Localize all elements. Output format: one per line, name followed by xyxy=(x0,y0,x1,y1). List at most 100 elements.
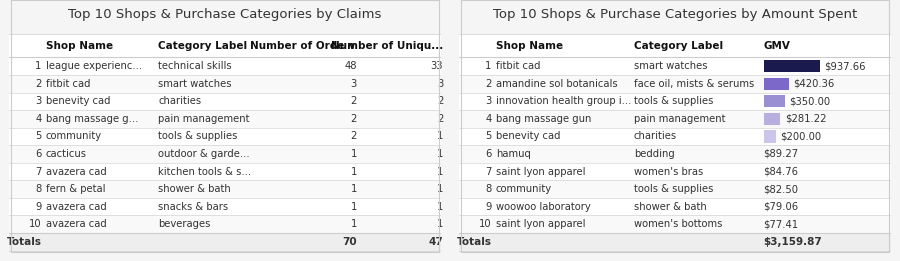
Text: bang massage gun: bang massage gun xyxy=(496,114,591,124)
Text: 6: 6 xyxy=(485,149,491,159)
Text: 9: 9 xyxy=(485,202,491,212)
Text: Top 10 Shops & Purchase Categories by Claims: Top 10 Shops & Purchase Categories by Cl… xyxy=(68,8,382,21)
Text: shower & bath: shower & bath xyxy=(634,202,706,212)
Text: bang massage g...: bang massage g... xyxy=(46,114,138,124)
Text: 8: 8 xyxy=(35,184,41,194)
Text: women's bottoms: women's bottoms xyxy=(634,219,723,229)
FancyBboxPatch shape xyxy=(459,110,891,128)
FancyBboxPatch shape xyxy=(9,163,441,180)
Text: 7: 7 xyxy=(485,167,491,176)
FancyBboxPatch shape xyxy=(9,215,441,233)
Text: $84.76: $84.76 xyxy=(763,167,798,176)
Text: 47: 47 xyxy=(428,237,443,247)
Text: 7: 7 xyxy=(35,167,41,176)
Text: bedding: bedding xyxy=(634,149,675,159)
Text: saint lyon apparel: saint lyon apparel xyxy=(496,219,585,229)
FancyBboxPatch shape xyxy=(9,93,441,110)
FancyBboxPatch shape xyxy=(9,128,441,145)
Text: Number of Orde ∨: Number of Orde ∨ xyxy=(250,41,356,51)
FancyBboxPatch shape xyxy=(459,180,891,198)
FancyBboxPatch shape xyxy=(459,233,891,251)
FancyBboxPatch shape xyxy=(459,57,891,75)
Text: Totals: Totals xyxy=(6,237,41,247)
Text: innovation health group i...: innovation health group i... xyxy=(496,96,631,106)
Text: Totals: Totals xyxy=(456,237,491,247)
Text: smart watches: smart watches xyxy=(158,79,231,89)
Text: league experienc...: league experienc... xyxy=(46,61,142,71)
Text: 3: 3 xyxy=(35,96,41,106)
FancyBboxPatch shape xyxy=(459,128,891,145)
Text: face oil, mists & serums: face oil, mists & serums xyxy=(634,79,754,89)
Text: technical skills: technical skills xyxy=(158,61,231,71)
FancyBboxPatch shape xyxy=(9,110,441,128)
Text: $3,159.87: $3,159.87 xyxy=(763,237,823,247)
Text: woowoo laboratory: woowoo laboratory xyxy=(496,202,590,212)
Text: 1: 1 xyxy=(436,202,443,212)
Text: 1: 1 xyxy=(350,167,356,176)
Text: 2: 2 xyxy=(35,79,41,89)
Text: pain management: pain management xyxy=(158,114,249,124)
FancyBboxPatch shape xyxy=(459,215,891,233)
Text: 1: 1 xyxy=(436,184,443,194)
Text: tools & supplies: tools & supplies xyxy=(158,132,238,141)
Text: 3: 3 xyxy=(436,79,443,89)
Text: 2: 2 xyxy=(436,114,443,124)
FancyBboxPatch shape xyxy=(763,78,788,90)
Text: 1: 1 xyxy=(436,219,443,229)
Text: GMV: GMV xyxy=(763,41,790,51)
FancyBboxPatch shape xyxy=(459,198,891,215)
Text: women's bras: women's bras xyxy=(634,167,703,176)
Text: benevity cad: benevity cad xyxy=(46,96,110,106)
Text: Category Label: Category Label xyxy=(634,41,723,51)
FancyBboxPatch shape xyxy=(9,198,441,215)
Text: 2: 2 xyxy=(485,79,491,89)
Text: 1: 1 xyxy=(350,219,356,229)
Text: 3: 3 xyxy=(485,96,491,106)
Text: 1: 1 xyxy=(436,149,443,159)
FancyBboxPatch shape xyxy=(459,34,891,57)
FancyBboxPatch shape xyxy=(763,95,785,108)
Text: fitbit cad: fitbit cad xyxy=(46,79,90,89)
Text: $350.00: $350.00 xyxy=(788,96,830,106)
Text: $79.06: $79.06 xyxy=(763,202,798,212)
Text: pain management: pain management xyxy=(634,114,725,124)
Text: 10: 10 xyxy=(29,219,41,229)
Text: fern & petal: fern & petal xyxy=(46,184,105,194)
Text: 2: 2 xyxy=(350,96,356,106)
FancyBboxPatch shape xyxy=(459,163,891,180)
Text: 1: 1 xyxy=(35,61,41,71)
FancyBboxPatch shape xyxy=(459,145,891,163)
Text: avazera cad: avazera cad xyxy=(46,202,106,212)
Text: 48: 48 xyxy=(345,61,356,71)
Text: amandine sol botanicals: amandine sol botanicals xyxy=(496,79,617,89)
Text: avazera cad: avazera cad xyxy=(46,167,106,176)
FancyBboxPatch shape xyxy=(9,34,441,57)
Text: 1: 1 xyxy=(485,61,491,71)
Text: fitbit cad: fitbit cad xyxy=(496,61,540,71)
FancyBboxPatch shape xyxy=(9,75,441,93)
Text: beverages: beverages xyxy=(158,219,211,229)
Text: 1: 1 xyxy=(350,184,356,194)
Text: 4: 4 xyxy=(35,114,41,124)
Text: $82.50: $82.50 xyxy=(763,184,798,194)
Text: outdoor & garde...: outdoor & garde... xyxy=(158,149,249,159)
Text: $89.27: $89.27 xyxy=(763,149,798,159)
Text: 9: 9 xyxy=(35,202,41,212)
Text: Top 10 Shops & Purchase Categories by Amount Spent: Top 10 Shops & Purchase Categories by Am… xyxy=(493,8,857,21)
Text: charities: charities xyxy=(158,96,202,106)
Text: saint lyon apparel: saint lyon apparel xyxy=(496,167,585,176)
Text: 33: 33 xyxy=(431,61,443,71)
Text: 5: 5 xyxy=(35,132,41,141)
Text: $420.36: $420.36 xyxy=(793,79,834,89)
Text: hamuq: hamuq xyxy=(496,149,531,159)
Text: $200.00: $200.00 xyxy=(779,132,821,141)
Text: $937.66: $937.66 xyxy=(824,61,866,71)
Text: 4: 4 xyxy=(485,114,491,124)
Text: 6: 6 xyxy=(35,149,41,159)
Text: 3: 3 xyxy=(350,79,356,89)
Text: $77.41: $77.41 xyxy=(763,219,798,229)
Text: Shop Name: Shop Name xyxy=(496,41,562,51)
Text: community: community xyxy=(496,184,552,194)
FancyBboxPatch shape xyxy=(9,180,441,198)
Text: cacticus: cacticus xyxy=(46,149,86,159)
